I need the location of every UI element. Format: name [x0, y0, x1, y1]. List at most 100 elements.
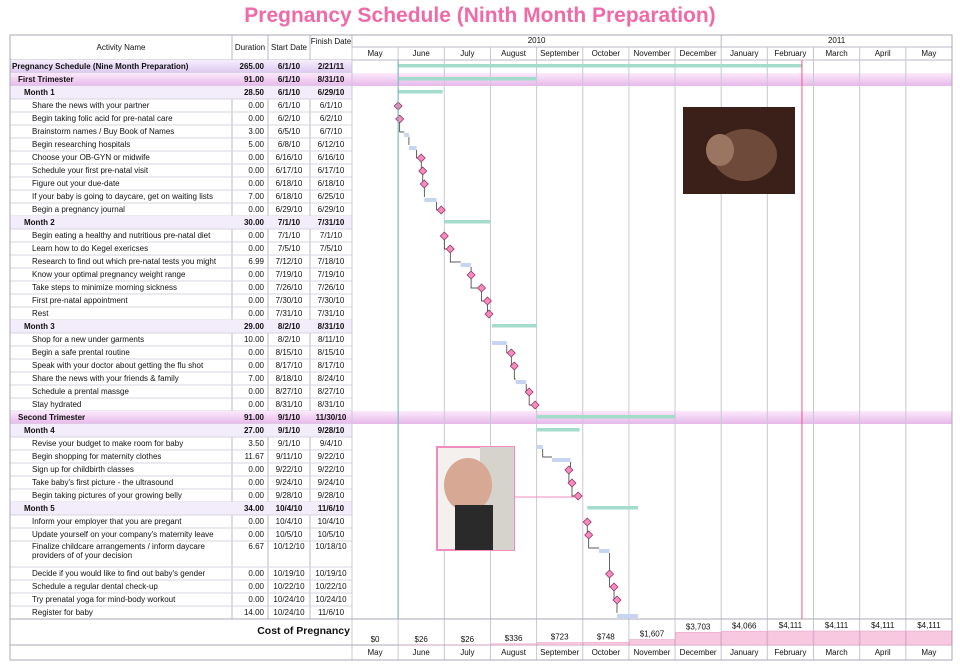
milestone: [573, 491, 583, 501]
finish-cell: 8/24/10: [318, 374, 345, 383]
finish-cell: 11/6/10: [318, 504, 345, 513]
duration-cell: 7.00: [248, 192, 264, 201]
month-label: April: [875, 49, 891, 58]
activity-name: Decide if you would like to find out bab…: [32, 569, 206, 578]
task-bar: [599, 549, 610, 553]
duration-cell: 0.00: [248, 517, 264, 526]
finish-cell: 10/4/10: [318, 517, 345, 526]
summary-bar: [536, 428, 580, 432]
finish-cell: 6/18/10: [318, 179, 345, 188]
cost-value-label: $336: [505, 634, 523, 643]
milestone: [584, 530, 594, 540]
activity-name: Share the news with your friends & famil…: [32, 374, 179, 383]
cost-bar: [583, 642, 629, 646]
start-cell: 9/28/10: [276, 491, 303, 500]
finish-cell: 10/5/10: [318, 530, 345, 539]
activity-name: Month 4: [24, 426, 55, 435]
finish-cell: 7/30/10: [318, 296, 345, 305]
start-cell: 10/4/10: [276, 517, 303, 526]
activity-name: Brainstorm names / Buy Book of Names: [32, 127, 175, 136]
activity-name: Register for baby: [32, 608, 93, 617]
duration-cell: 0.00: [248, 296, 264, 305]
row-bg: [10, 86, 352, 99]
month-label: May: [368, 648, 383, 657]
milestone: [466, 270, 476, 280]
activity-name: Begin eating a healthy and nutritious pr…: [32, 231, 211, 240]
cost-value-label: $4,066: [732, 621, 757, 630]
finish-cell: 8/31/10: [318, 322, 345, 331]
milestone: [416, 153, 426, 163]
column-header: Duration: [234, 43, 266, 52]
start-cell: 9/11/10: [276, 452, 303, 461]
duration-cell: 29.00: [244, 322, 265, 331]
activity-name: If your baby is going to daycare, get on…: [32, 192, 213, 201]
task-bar: [616, 614, 639, 618]
duration-cell: 27.00: [244, 426, 265, 435]
month-label: July: [460, 648, 474, 657]
cost-bar: [536, 642, 583, 646]
row-bg: [10, 60, 352, 73]
cost-value-label: $3,703: [686, 622, 711, 631]
finish-cell: 8/11/10: [318, 335, 345, 344]
cost-value-label: $26: [415, 635, 429, 644]
duration-cell: 10.00: [244, 335, 265, 344]
duration-cell: 0.00: [248, 270, 264, 279]
milestone: [530, 400, 540, 410]
start-cell: 7/31/10: [276, 309, 303, 318]
task-bar: [515, 380, 527, 384]
activity-name: Stay hydrated: [32, 400, 82, 409]
start-cell: 6/16/10: [276, 153, 303, 162]
finish-cell: 9/4/10: [320, 439, 343, 448]
start-cell: 9/24/10: [276, 478, 303, 487]
start-cell: 10/12/10: [273, 542, 305, 551]
month-label: September: [540, 648, 579, 657]
task-bar: [424, 198, 437, 202]
month-label: July: [460, 49, 474, 58]
month-label: February: [774, 49, 806, 58]
finish-cell: 10/22/10: [315, 582, 347, 591]
start-cell: 6/8/10: [278, 140, 301, 149]
summary-bar: [398, 77, 537, 81]
duration-cell: 14.00: [244, 608, 265, 617]
finish-cell: 10/19/10: [315, 569, 347, 578]
duration-cell: 0.00: [248, 478, 264, 487]
cost-bar: [629, 639, 675, 646]
activity-name: Speak with your doctor about getting the…: [32, 361, 204, 370]
duration-cell: 91.00: [244, 413, 265, 422]
task-bar: [491, 341, 507, 345]
start-cell: 10/24/10: [273, 608, 305, 617]
activity-name: Begin researching hospitals: [32, 140, 131, 149]
duration-cell: 34.00: [244, 504, 265, 513]
month-label: November: [634, 49, 671, 58]
start-cell: 10/19/10: [273, 569, 305, 578]
activity-name: Take steps to minimize morning sickness: [32, 283, 177, 292]
column-header: Start Date: [270, 43, 307, 52]
activity-name: Choose your OB-GYN or midwife: [32, 153, 150, 162]
duration-cell: 0.00: [248, 595, 264, 604]
activity-name: Share the news with your partner: [32, 101, 150, 110]
milestone: [439, 231, 449, 241]
activity-name: Month 5: [24, 504, 55, 513]
milestone: [418, 166, 428, 176]
activity-name: Month 3: [24, 322, 55, 331]
start-cell: 6/1/10: [278, 75, 301, 84]
start-cell: 6/5/10: [278, 127, 301, 136]
start-cell: 8/27/10: [276, 387, 303, 396]
duration-cell: 91.00: [244, 75, 265, 84]
activity-name: Month 1: [24, 88, 55, 97]
row-bg: [10, 424, 352, 437]
start-cell: 7/26/10: [276, 283, 303, 292]
dependency: [588, 539, 600, 549]
start-cell: 6/18/10: [276, 192, 303, 201]
activity-name: First Trimester: [18, 75, 74, 84]
start-cell: 8/17/10: [276, 361, 303, 370]
start-cell: 6/2/10: [278, 114, 301, 123]
activity-name: Schedule your first pre-natal visit: [32, 166, 149, 175]
column-header: Activity Name: [96, 43, 146, 52]
finish-cell: 9/22/10: [318, 452, 345, 461]
activity-name: Month 2: [24, 218, 55, 227]
finish-cell: 7/19/10: [318, 270, 345, 279]
duration-cell: 5.00: [248, 140, 264, 149]
